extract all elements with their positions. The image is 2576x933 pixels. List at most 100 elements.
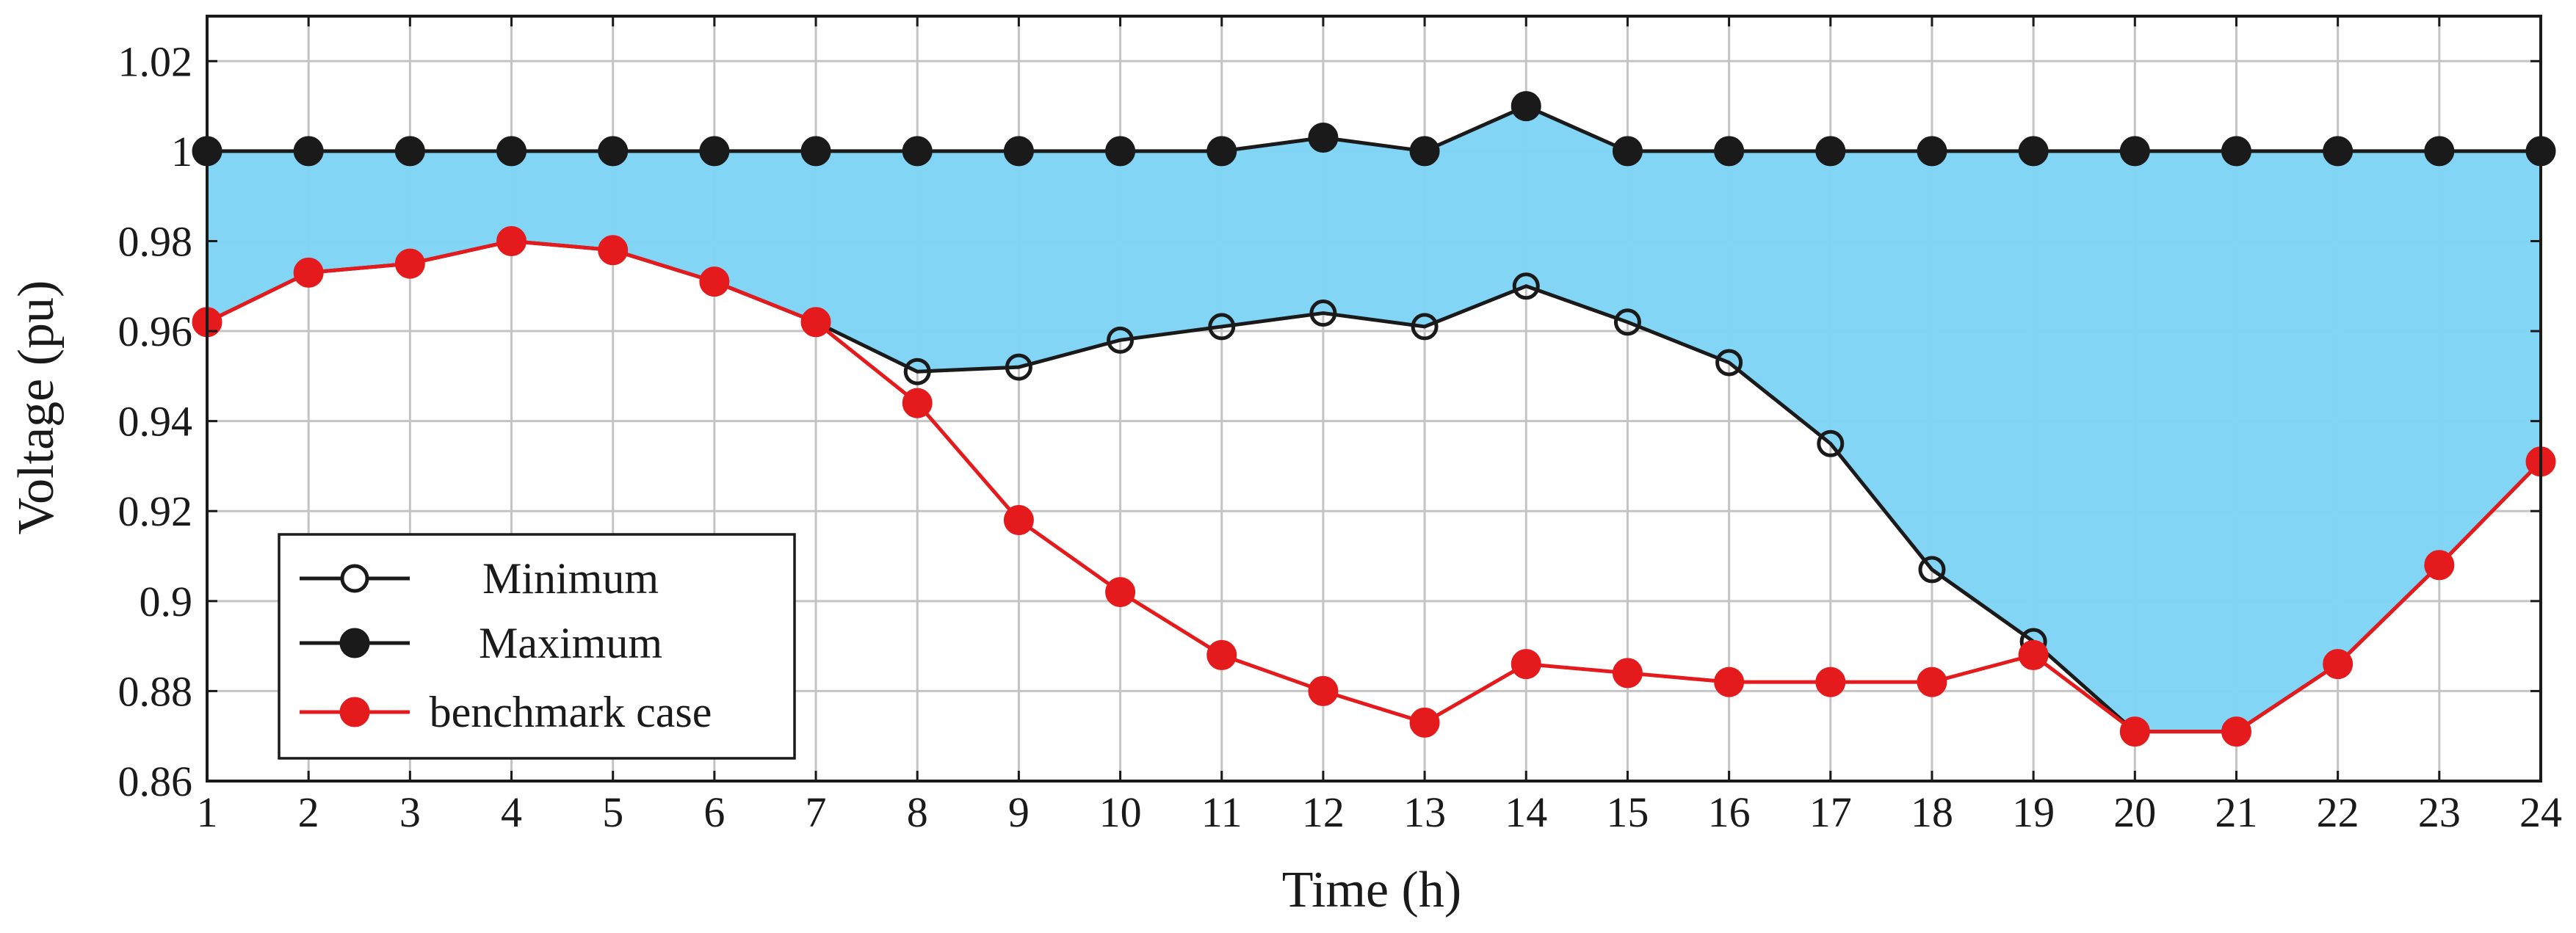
data-point-maximum (902, 136, 933, 167)
x-tick-label: 10 (1099, 788, 1142, 836)
data-point-benchmark-case (800, 307, 831, 338)
x-tick-label: 22 (2317, 788, 2359, 836)
data-point-maximum (1003, 136, 1034, 167)
data-point-minimum (1411, 313, 1439, 341)
x-tick-label: 5 (602, 788, 623, 836)
data-point-minimum (1107, 326, 1135, 354)
x-axis-title: Time (h) (1282, 862, 1461, 918)
x-tick-label: 7 (806, 788, 827, 836)
series-line-maximum (207, 104, 2541, 153)
x-tick-label: 20 (2113, 788, 2156, 836)
data-point-benchmark-case (1510, 649, 1541, 680)
series-layer (192, 91, 2556, 747)
x-tick-label: 15 (1606, 788, 1649, 836)
data-point-maximum (1105, 136, 1136, 167)
data-point-maximum (1917, 136, 1947, 167)
data-point-maximum (1308, 122, 1339, 153)
data-point-maximum (1409, 136, 1440, 167)
plot-frame (206, 15, 2542, 783)
data-point-benchmark-case (1917, 667, 1947, 697)
x-tick-label: 6 (703, 788, 725, 836)
x-tick-label: 23 (2418, 788, 2461, 836)
data-point-maximum (699, 136, 730, 167)
data-point-minimum (1817, 429, 1845, 457)
data-point-maximum (2323, 136, 2354, 167)
data-point-minimum (1918, 556, 1946, 584)
data-point-maximum (1815, 136, 1846, 167)
legend: Minimum Maximum benchmark case (278, 533, 796, 760)
x-tick-label: 4 (501, 788, 522, 836)
data-point-benchmark-case (1714, 667, 1745, 697)
data-point-minimum (1715, 349, 1743, 377)
x-tick-label: 14 (1505, 788, 1547, 836)
legend-marker-benchmark (339, 697, 370, 727)
legend-label-minimum: Minimum (482, 554, 659, 603)
legend-label-benchmark: benchmark case (430, 688, 712, 736)
data-point-benchmark-case (1105, 577, 1136, 608)
x-tick-label: 3 (399, 788, 421, 836)
data-point-maximum (800, 136, 831, 167)
x-tick-label: 8 (907, 788, 928, 836)
x-tick-label: 1 (197, 788, 218, 836)
y-tick-label: 0.98 (118, 217, 193, 265)
x-tick-label: 9 (1008, 788, 1030, 836)
data-point-benchmark-case (293, 257, 324, 288)
x-tick-label: 17 (1809, 788, 1852, 836)
y-tick-label: 1.02 (118, 37, 193, 85)
y-tick-label: 1 (171, 128, 192, 175)
y-tick-label: 0.96 (118, 308, 193, 355)
x-tick-label: 18 (1911, 788, 1953, 836)
data-point-benchmark-case (2018, 639, 2049, 670)
tick-labels: 1 2 3 4 5 6 7 8 9 10 11 12 13 14 15 16 17 18 19 20 21 22 23 240… (118, 37, 2563, 836)
data-point-minimum (1512, 272, 1540, 300)
data-point-maximum (2424, 136, 2455, 167)
x-tick-label: 21 (2215, 788, 2257, 836)
data-point-maximum (1612, 136, 1643, 167)
data-point-minimum (1208, 313, 1236, 341)
data-point-benchmark-case (699, 266, 730, 297)
y-tick-label: 0.88 (118, 667, 193, 715)
data-point-maximum (2221, 136, 2251, 167)
y-tick-label: 0.9 (140, 578, 193, 625)
legend-label-maximum: Maximum (479, 619, 662, 667)
data-point-minimum (1309, 299, 1337, 327)
data-point-minimum (903, 357, 931, 385)
x-tick-label: 19 (2012, 788, 2055, 836)
data-point-maximum (1510, 91, 1541, 122)
legend-entry-maximum: Maximum (300, 619, 662, 667)
series-line-benchmark-case (206, 239, 2542, 734)
data-point-benchmark-case (1206, 639, 1237, 670)
min-max-fill-area (207, 106, 2541, 732)
x-tick-label: 12 (1302, 788, 1345, 836)
legend-marker-maximum (339, 628, 370, 658)
data-point-benchmark-case (496, 225, 527, 256)
x-tick-label: 13 (1403, 788, 1446, 836)
data-point-minimum (1005, 353, 1032, 381)
x-tick-label: 2 (298, 788, 319, 836)
data-point-maximum (1206, 136, 1237, 167)
legend-entry-benchmark: benchmark case (300, 688, 712, 736)
legend-entry-minimum: Minimum (300, 554, 659, 603)
data-point-benchmark-case (1003, 504, 1034, 535)
data-point-maximum (293, 136, 324, 167)
y-tick-label: 0.92 (118, 487, 193, 535)
data-point-benchmark-case (394, 248, 425, 279)
data-point-benchmark-case (598, 235, 629, 266)
data-point-minimum (1613, 308, 1641, 336)
y-tick-label: 0.86 (118, 758, 193, 805)
x-tick-label: 16 (1708, 788, 1751, 836)
data-point-maximum (2018, 136, 2049, 167)
data-point-benchmark-case (2424, 550, 2455, 581)
x-tick-label: 24 (2519, 788, 2562, 836)
axes (206, 15, 2542, 783)
data-point-maximum (2119, 136, 2150, 167)
fill-area-layer (207, 106, 2541, 732)
y-axis-title: Voltage (pu) (8, 280, 65, 535)
data-point-maximum (1714, 136, 1745, 167)
data-point-benchmark-case (2221, 716, 2251, 747)
data-point-benchmark-case (2323, 649, 2354, 680)
data-point-benchmark-case (1815, 667, 1846, 697)
legend-marker-minimum (340, 564, 369, 593)
